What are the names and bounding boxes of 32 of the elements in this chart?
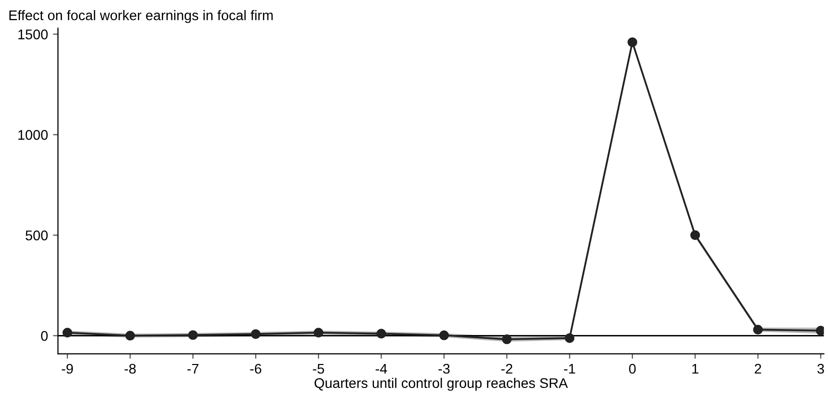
x-tick-label: -2 [501,364,512,374]
point [62,328,72,338]
x-tick-label: -6 [250,364,262,374]
x-tick-label: -8 [124,364,136,374]
x-tick-label: 3 [817,364,824,374]
x-axis-title: Quarters until control group reaches SRA [314,378,568,391]
x-tick-label: 0 [629,364,636,374]
point [502,334,512,344]
y-tick-label: 1000 [18,130,48,140]
x-tick-label: -7 [187,364,198,374]
y-tick-label: 0 [41,331,48,341]
x-tick-label: -4 [376,364,388,374]
point [628,37,638,48]
point [816,326,824,336]
x-tick-label: -9 [62,364,73,374]
point [376,328,386,339]
point [753,324,763,334]
point [690,230,700,240]
point [439,330,449,340]
y-tick-label: 1500 [18,30,48,40]
y-axis-title: Effect on focal worker earnings in focal firm [9,10,273,23]
point [125,330,136,341]
x-tick-label: -5 [312,364,324,374]
point [564,333,574,343]
x-tick-label: -3 [438,364,450,374]
point [188,330,198,340]
x-tick-label: -1 [564,364,576,374]
x-tick-label: 2 [754,364,762,374]
x-tick-label: 1 [692,364,698,374]
y-tick-label: 500 [26,230,48,240]
point [314,328,324,338]
point [250,329,261,339]
